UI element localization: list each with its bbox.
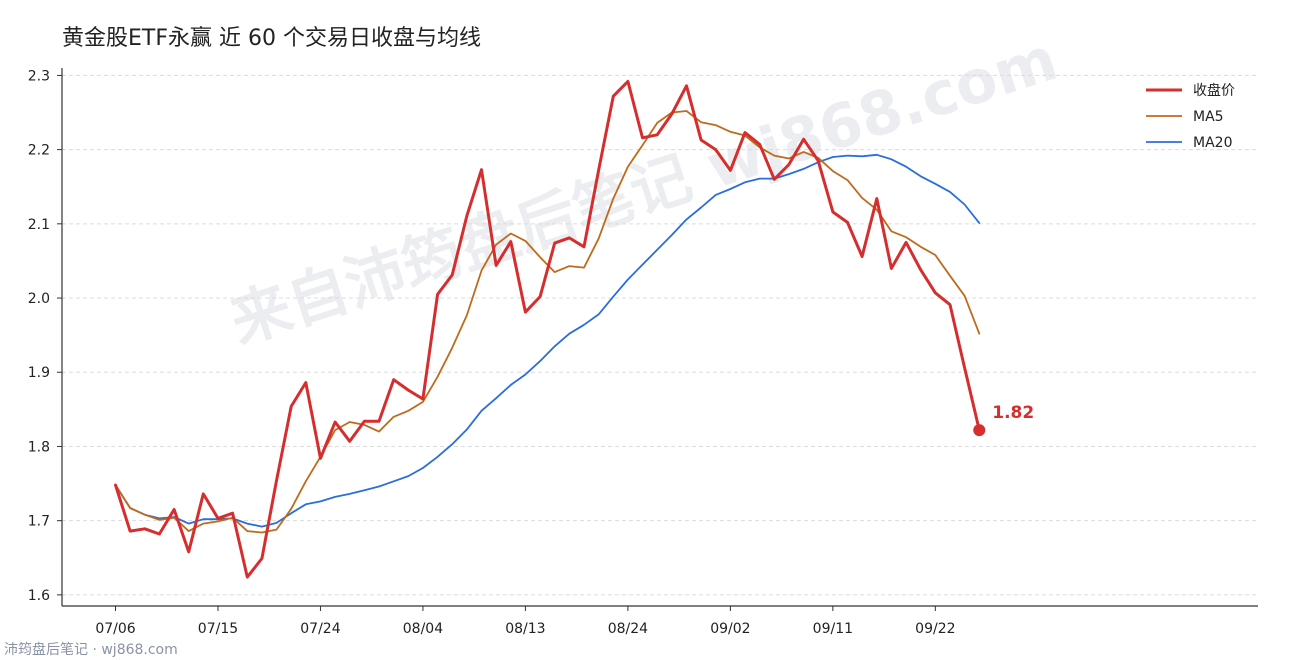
legend: 收盘价 MA5 MA20 bbox=[1146, 82, 1235, 151]
y-tick-label: 1.6 bbox=[28, 588, 50, 604]
x-tick-label: 09/02 bbox=[710, 621, 750, 637]
x-tick-label: 08/24 bbox=[608, 621, 648, 637]
last-point-label: 1.82 bbox=[992, 403, 1034, 423]
x-tick-label: 07/06 bbox=[95, 621, 135, 637]
series-line-close bbox=[114, 79, 981, 579]
chart-title: 黄金股ETF永赢 近 60 个交易日收盘与均线 bbox=[62, 26, 481, 51]
y-ticks: 1.6 1.7 1.8 1.9 2.0 2.1 2.2 2.3 bbox=[28, 68, 62, 604]
y-tick-label: 1.8 bbox=[28, 439, 50, 455]
y-tick-label: 1.7 bbox=[28, 514, 50, 530]
x-tick-label: 07/15 bbox=[198, 621, 238, 637]
x-tick-label: 07/24 bbox=[300, 621, 340, 637]
x-tick-label: 08/13 bbox=[505, 621, 545, 637]
legend-label: MA20 bbox=[1193, 135, 1232, 151]
x-ticks: 07/06 07/15 07/24 08/04 08/13 08/24 09/02 09/11… bbox=[95, 606, 956, 637]
watermark-text: 来自沛筠盘后笔记 wj868.com bbox=[222, 24, 1066, 358]
y-tick-label: 2.1 bbox=[28, 217, 50, 233]
watermark: 来自沛筠盘后笔记 wj868.com bbox=[222, 24, 1066, 358]
legend-label: 收盘价 bbox=[1193, 82, 1235, 99]
y-tick-label: 2.3 bbox=[28, 68, 50, 84]
y-tick-label: 1.9 bbox=[28, 365, 50, 381]
y-tick-label: 2.2 bbox=[28, 143, 50, 159]
series-line-ma20 bbox=[114, 153, 981, 528]
y-tick-label: 2.0 bbox=[28, 291, 50, 307]
x-tick-label: 08/04 bbox=[403, 621, 443, 637]
grid bbox=[62, 74, 1258, 596]
series-lines bbox=[114, 79, 981, 579]
footer-text: 沛筠盘后笔记 · wj868.com bbox=[4, 641, 178, 658]
axes bbox=[61, 68, 1258, 607]
x-tick-label: 09/22 bbox=[915, 621, 955, 637]
last-point: 1.82 bbox=[973, 403, 1034, 437]
last-point-dot bbox=[973, 424, 986, 437]
legend-label: MA5 bbox=[1193, 109, 1224, 125]
x-tick-label: 09/11 bbox=[813, 621, 853, 637]
